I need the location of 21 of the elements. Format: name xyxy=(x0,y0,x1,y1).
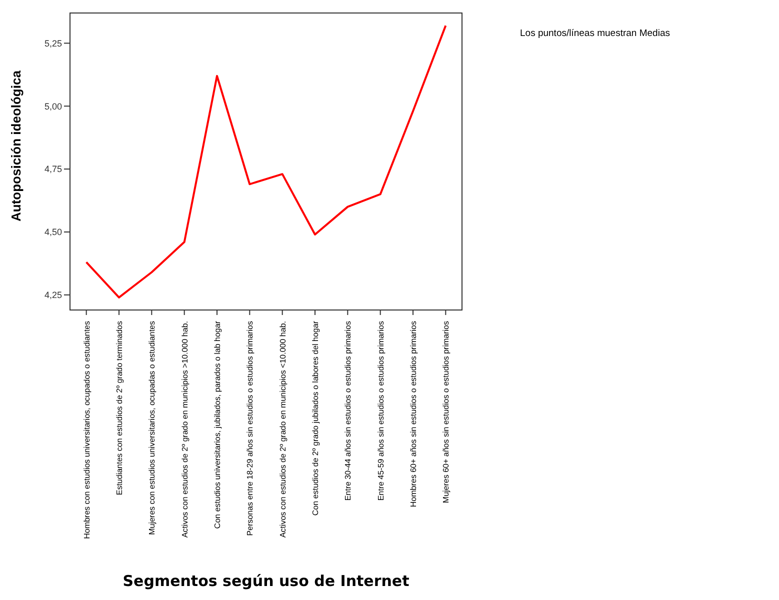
y-tick-label: 5,00 xyxy=(44,101,62,112)
y-tick-label: 4,50 xyxy=(44,227,62,238)
x-tick-label: Estudiantes con estudios de 2º grado terminados xyxy=(115,321,124,496)
x-axis-title: Segmentos según uso de Internet xyxy=(122,572,410,590)
y-tick-label: 4,75 xyxy=(44,164,62,174)
x-tick-label: Activos con estudios de 2º grado en municipios >10.000 hab. xyxy=(180,321,190,538)
x-tick-label: Personas entre 18-29 años sin estudios o estudios primarios xyxy=(246,321,255,536)
x-tick-label: Mujeres con estudios universitarios, ocupadas o estudiantes xyxy=(148,321,157,535)
x-tick-label: Mujeres 60+ años sin estudios o estudios primarios xyxy=(442,321,451,504)
y-tick-label: 5,25 xyxy=(44,38,62,48)
x-tick-label: Entre 30-44 años sin estudios o estudios primarios xyxy=(344,321,353,501)
text: Los puntos/líneas muestran Medias xyxy=(520,28,670,39)
x-tick-label: Con estudios universitarios, jubilados, parados o lab hogar xyxy=(213,320,222,529)
x-tick-label: Con estudios de 2º grado jubilados o labores del hogar xyxy=(311,320,320,516)
line-series xyxy=(85,24,447,298)
x-tick-label: Activos con estudios de 2º grado en municipios <10.000 hab. xyxy=(278,321,288,538)
x-tick-label: Hombres con estudios universitarios, ocupados o estudiantes xyxy=(82,321,92,539)
y-axis-title: Autoposición ideológica xyxy=(8,70,24,222)
y-tick-label: 4,25 xyxy=(44,290,62,300)
x-tick-label: Entre 45-59 años sin estudios o estudios primarios xyxy=(376,321,386,501)
x-tick-label: Hombres 60+ años sin estudios o estudios primarios xyxy=(409,321,418,508)
